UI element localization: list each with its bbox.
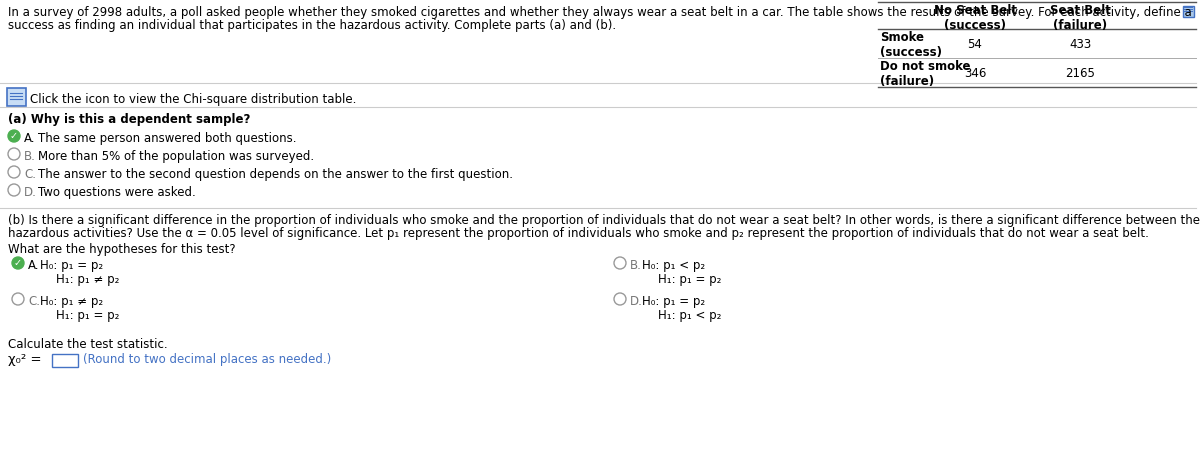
Text: Calculate the test statistic.: Calculate the test statistic.: [8, 338, 168, 351]
Text: B.: B.: [630, 259, 642, 272]
Text: H₀: p₁ ≠ p₂: H₀: p₁ ≠ p₂: [40, 295, 103, 308]
Text: C.: C.: [24, 168, 36, 181]
Text: In a survey of 2998 adults, a poll asked people whether they smoked cigarettes a: In a survey of 2998 adults, a poll asked…: [8, 6, 1192, 19]
Text: H₀: p₁ = p₂: H₀: p₁ = p₂: [642, 295, 706, 308]
Bar: [52, 354, 78, 367]
Text: ✓: ✓: [10, 131, 18, 141]
Circle shape: [8, 130, 20, 142]
Text: D.: D.: [630, 295, 643, 308]
Text: Do not smoke
(failure): Do not smoke (failure): [880, 60, 971, 88]
Text: C.: C.: [28, 295, 40, 308]
Text: (a) Why is this a dependent sample?: (a) Why is this a dependent sample?: [8, 113, 251, 126]
Text: Click the icon to view the Chi-square distribution table.: Click the icon to view the Chi-square di…: [30, 93, 356, 106]
Text: The answer to the second question depends on the answer to the first question.: The answer to the second question depend…: [38, 168, 514, 181]
Text: H₁: p₁ ≠ p₂: H₁: p₁ ≠ p₂: [56, 273, 119, 286]
Text: A.: A.: [28, 259, 40, 272]
Text: No Seat Belt
(success): No Seat Belt (success): [934, 4, 1016, 32]
Text: Seat Belt
(failure): Seat Belt (failure): [1050, 4, 1110, 32]
Text: H₁: p₁ = p₂: H₁: p₁ = p₂: [56, 309, 119, 322]
Text: The same person answered both questions.: The same person answered both questions.: [38, 132, 296, 145]
Text: H₀: p₁ < p₂: H₀: p₁ < p₂: [642, 259, 706, 272]
Text: hazardous activities? Use the α = 0.05 level of significance. Let p₁ represent t: hazardous activities? Use the α = 0.05 l…: [8, 227, 1148, 240]
Circle shape: [12, 257, 24, 269]
Text: What are the hypotheses for this test?: What are the hypotheses for this test?: [8, 243, 235, 256]
Text: 346: 346: [964, 67, 986, 80]
Text: success as finding an individual that participates in the hazardous activity. Co: success as finding an individual that pa…: [8, 19, 616, 32]
Text: 433: 433: [1069, 38, 1091, 51]
Text: H₁: p₁ = p₂: H₁: p₁ = p₂: [658, 273, 721, 286]
Text: Two questions were asked.: Two questions were asked.: [38, 186, 196, 199]
Text: (Round to two decimal places as needed.): (Round to two decimal places as needed.): [83, 353, 331, 366]
Text: Smoke
(success): Smoke (success): [880, 31, 942, 59]
Text: More than 5% of the population was surveyed.: More than 5% of the population was surve…: [38, 150, 314, 163]
Text: D.: D.: [24, 186, 37, 199]
FancyBboxPatch shape: [1183, 6, 1194, 17]
Text: χ₀² =: χ₀² =: [8, 353, 42, 366]
Text: A.: A.: [24, 132, 36, 145]
Text: H₁: p₁ < p₂: H₁: p₁ < p₂: [658, 309, 721, 322]
Text: 2165: 2165: [1066, 67, 1094, 80]
Text: 54: 54: [967, 38, 983, 51]
Text: ✓: ✓: [14, 258, 22, 268]
Text: B.: B.: [24, 150, 36, 163]
FancyBboxPatch shape: [7, 88, 26, 106]
Text: H₀: p₁ = p₂: H₀: p₁ = p₂: [40, 259, 103, 272]
Text: (b) Is there a significant difference in the proportion of individuals who smoke: (b) Is there a significant difference in…: [8, 214, 1200, 227]
